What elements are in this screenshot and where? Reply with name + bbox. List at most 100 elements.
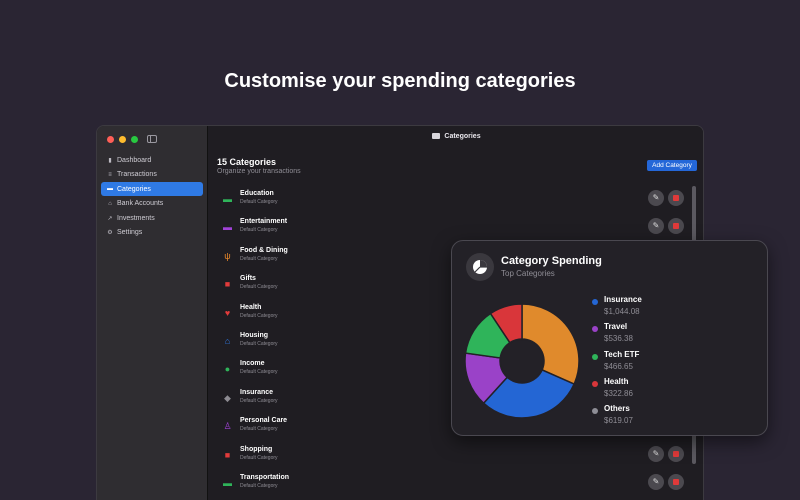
gear-icon: ⚙ [107, 230, 113, 237]
category-type: Default Category [240, 369, 278, 376]
donut-slice-others [521, 303, 580, 386]
pencil-icon: ✎ [652, 221, 660, 231]
category-type: Default Category [240, 340, 278, 347]
car-icon: ▬ [223, 477, 232, 488]
legend-item: Insurance $1,044.08 [592, 295, 642, 322]
legend-item: Travel $536.38 [592, 322, 642, 349]
category-name: Personal Care [240, 417, 288, 425]
category-type: Default Category [240, 426, 278, 433]
sidebar-item-label: Bank Accounts [117, 200, 164, 208]
legend-amount: $466.65 [604, 361, 633, 371]
add-category-button[interactable]: Add Category [647, 160, 697, 171]
zoom-window-button[interactable] [131, 136, 138, 143]
legend-amount: $322.86 [604, 388, 633, 398]
sidebar-item-bank-accounts[interactable]: ⌂ Bank Accounts [101, 196, 203, 210]
legend-item: Others $619.07 [592, 404, 642, 431]
window-title-label: Categories [444, 133, 481, 140]
pie-chart-icon [466, 253, 494, 281]
legend-label: Others [604, 404, 630, 414]
category-type: Default Category [240, 255, 278, 262]
window-controls [107, 136, 138, 143]
category-type: Default Category [240, 482, 278, 489]
pencil-icon: ✎ [652, 476, 660, 486]
chart-legend: Insurance $1,044.08 Travel $536.38 Tech ETF $… [592, 295, 642, 431]
shield-icon: ◆ [224, 392, 231, 403]
edit-category-button[interactable]: ✎ [648, 473, 664, 490]
delete-category-button[interactable] [668, 445, 684, 462]
heart-icon: ♥ [224, 307, 231, 318]
pencil-icon: ✎ [652, 448, 660, 458]
category-row[interactable]: ▬ Entertainment Default Category ✎ [208, 215, 703, 243]
legend-amount: $536.38 [604, 334, 633, 344]
sidebar-item-settings[interactable]: ⚙ Settings [101, 225, 203, 239]
category-name: Transportation [240, 473, 290, 481]
bar-chart-icon: ▮ [108, 157, 112, 164]
legend-item: Health $322.86 [592, 377, 642, 404]
legend-label: Travel [604, 322, 628, 332]
close-window-button[interactable] [107, 136, 114, 143]
legend-label: Tech ETF [604, 349, 640, 359]
category-row[interactable]: ▬ Transportation Default Category ✎ [208, 471, 703, 499]
edit-category-button[interactable]: ✎ [648, 445, 664, 462]
category-type: Default Category [240, 397, 278, 404]
pencil-icon: ✎ [652, 193, 660, 202]
sidebar-item-label: Transactions [117, 171, 157, 179]
category-name: Insurance [240, 388, 274, 396]
legend-label: Insurance [604, 295, 642, 304]
category-spending-card: Category Spending Top Categories Insuran… [451, 240, 768, 436]
category-name: Gifts [240, 275, 256, 283]
legend-swatch [592, 408, 598, 415]
sidebar-item-label: Investments [117, 214, 155, 222]
sidebar-item-transactions[interactable]: ≡ Transactions [101, 167, 203, 181]
tv-icon: ▬ [223, 222, 232, 233]
headline: Customise your spending categories [224, 70, 576, 92]
category-type: Default Category [240, 227, 278, 234]
sidebar-item-investments[interactable]: ↗ Investments [101, 211, 203, 225]
category-type: Default Category [240, 454, 278, 461]
legend-amount: $1,044.08 [604, 307, 640, 316]
sidebar-item-dashboard[interactable]: ▮ Dashboard [101, 153, 203, 167]
book-icon: ▬ [223, 194, 232, 204]
category-type: Default Category [240, 312, 278, 319]
category-row[interactable]: ▬ Education Default Category ✎ [208, 187, 703, 215]
bank-icon: ⌂ [108, 200, 112, 207]
card-subtitle: Top Categories [501, 269, 555, 278]
fork-knife-icon: ψ [224, 250, 231, 261]
minimize-window-button[interactable] [119, 136, 126, 143]
house-icon: ⌂ [224, 335, 231, 346]
spending-donut-chart [464, 303, 580, 419]
legend-swatch [592, 299, 598, 305]
bag-icon: ■ [224, 449, 231, 460]
sidebar-item-categories[interactable]: ▬ Categories [101, 181, 203, 197]
chart-line-icon: ↗ [107, 215, 113, 222]
page-title: 15 Categories [217, 157, 277, 167]
category-name: Food & Dining [240, 246, 288, 254]
page-subtitle: Organize your transactions [217, 168, 301, 175]
folder-icon: ▬ [107, 186, 113, 193]
edit-category-button[interactable]: ✎ [648, 190, 664, 206]
category-row[interactable]: ■ Shopping Default Category ✎ [208, 443, 703, 471]
sidebar-item-label: Settings [117, 229, 143, 237]
legend-item: Tech ETF $466.65 [592, 350, 642, 377]
delete-category-button[interactable] [668, 473, 684, 490]
sidebar: ▮ Dashboard ≡ Transactions ▬ Categories ⌂ Bank … [97, 126, 208, 500]
category-type: Default Category [240, 284, 278, 291]
category-type: Default Category [240, 199, 278, 205]
sidebar-item-label: Dashboard [117, 156, 152, 164]
donut-slice-insurance [482, 368, 576, 419]
legend-amount: $619.07 [604, 416, 633, 426]
gift-icon: ■ [224, 279, 231, 290]
legend-swatch [592, 353, 598, 360]
donut-hole [501, 340, 543, 382]
folder-icon [432, 133, 441, 139]
delete-category-button[interactable] [668, 218, 684, 235]
category-name: Shopping [240, 445, 273, 453]
category-name: Health [240, 303, 262, 311]
category-name: Income [240, 360, 265, 368]
legend-label: Health [604, 376, 629, 386]
edit-category-button[interactable]: ✎ [648, 218, 664, 235]
delete-category-button[interactable] [668, 190, 684, 206]
list-icon: ≡ [108, 171, 112, 178]
legend-swatch [592, 326, 598, 333]
sidebar-toggle-icon[interactable] [147, 135, 157, 143]
